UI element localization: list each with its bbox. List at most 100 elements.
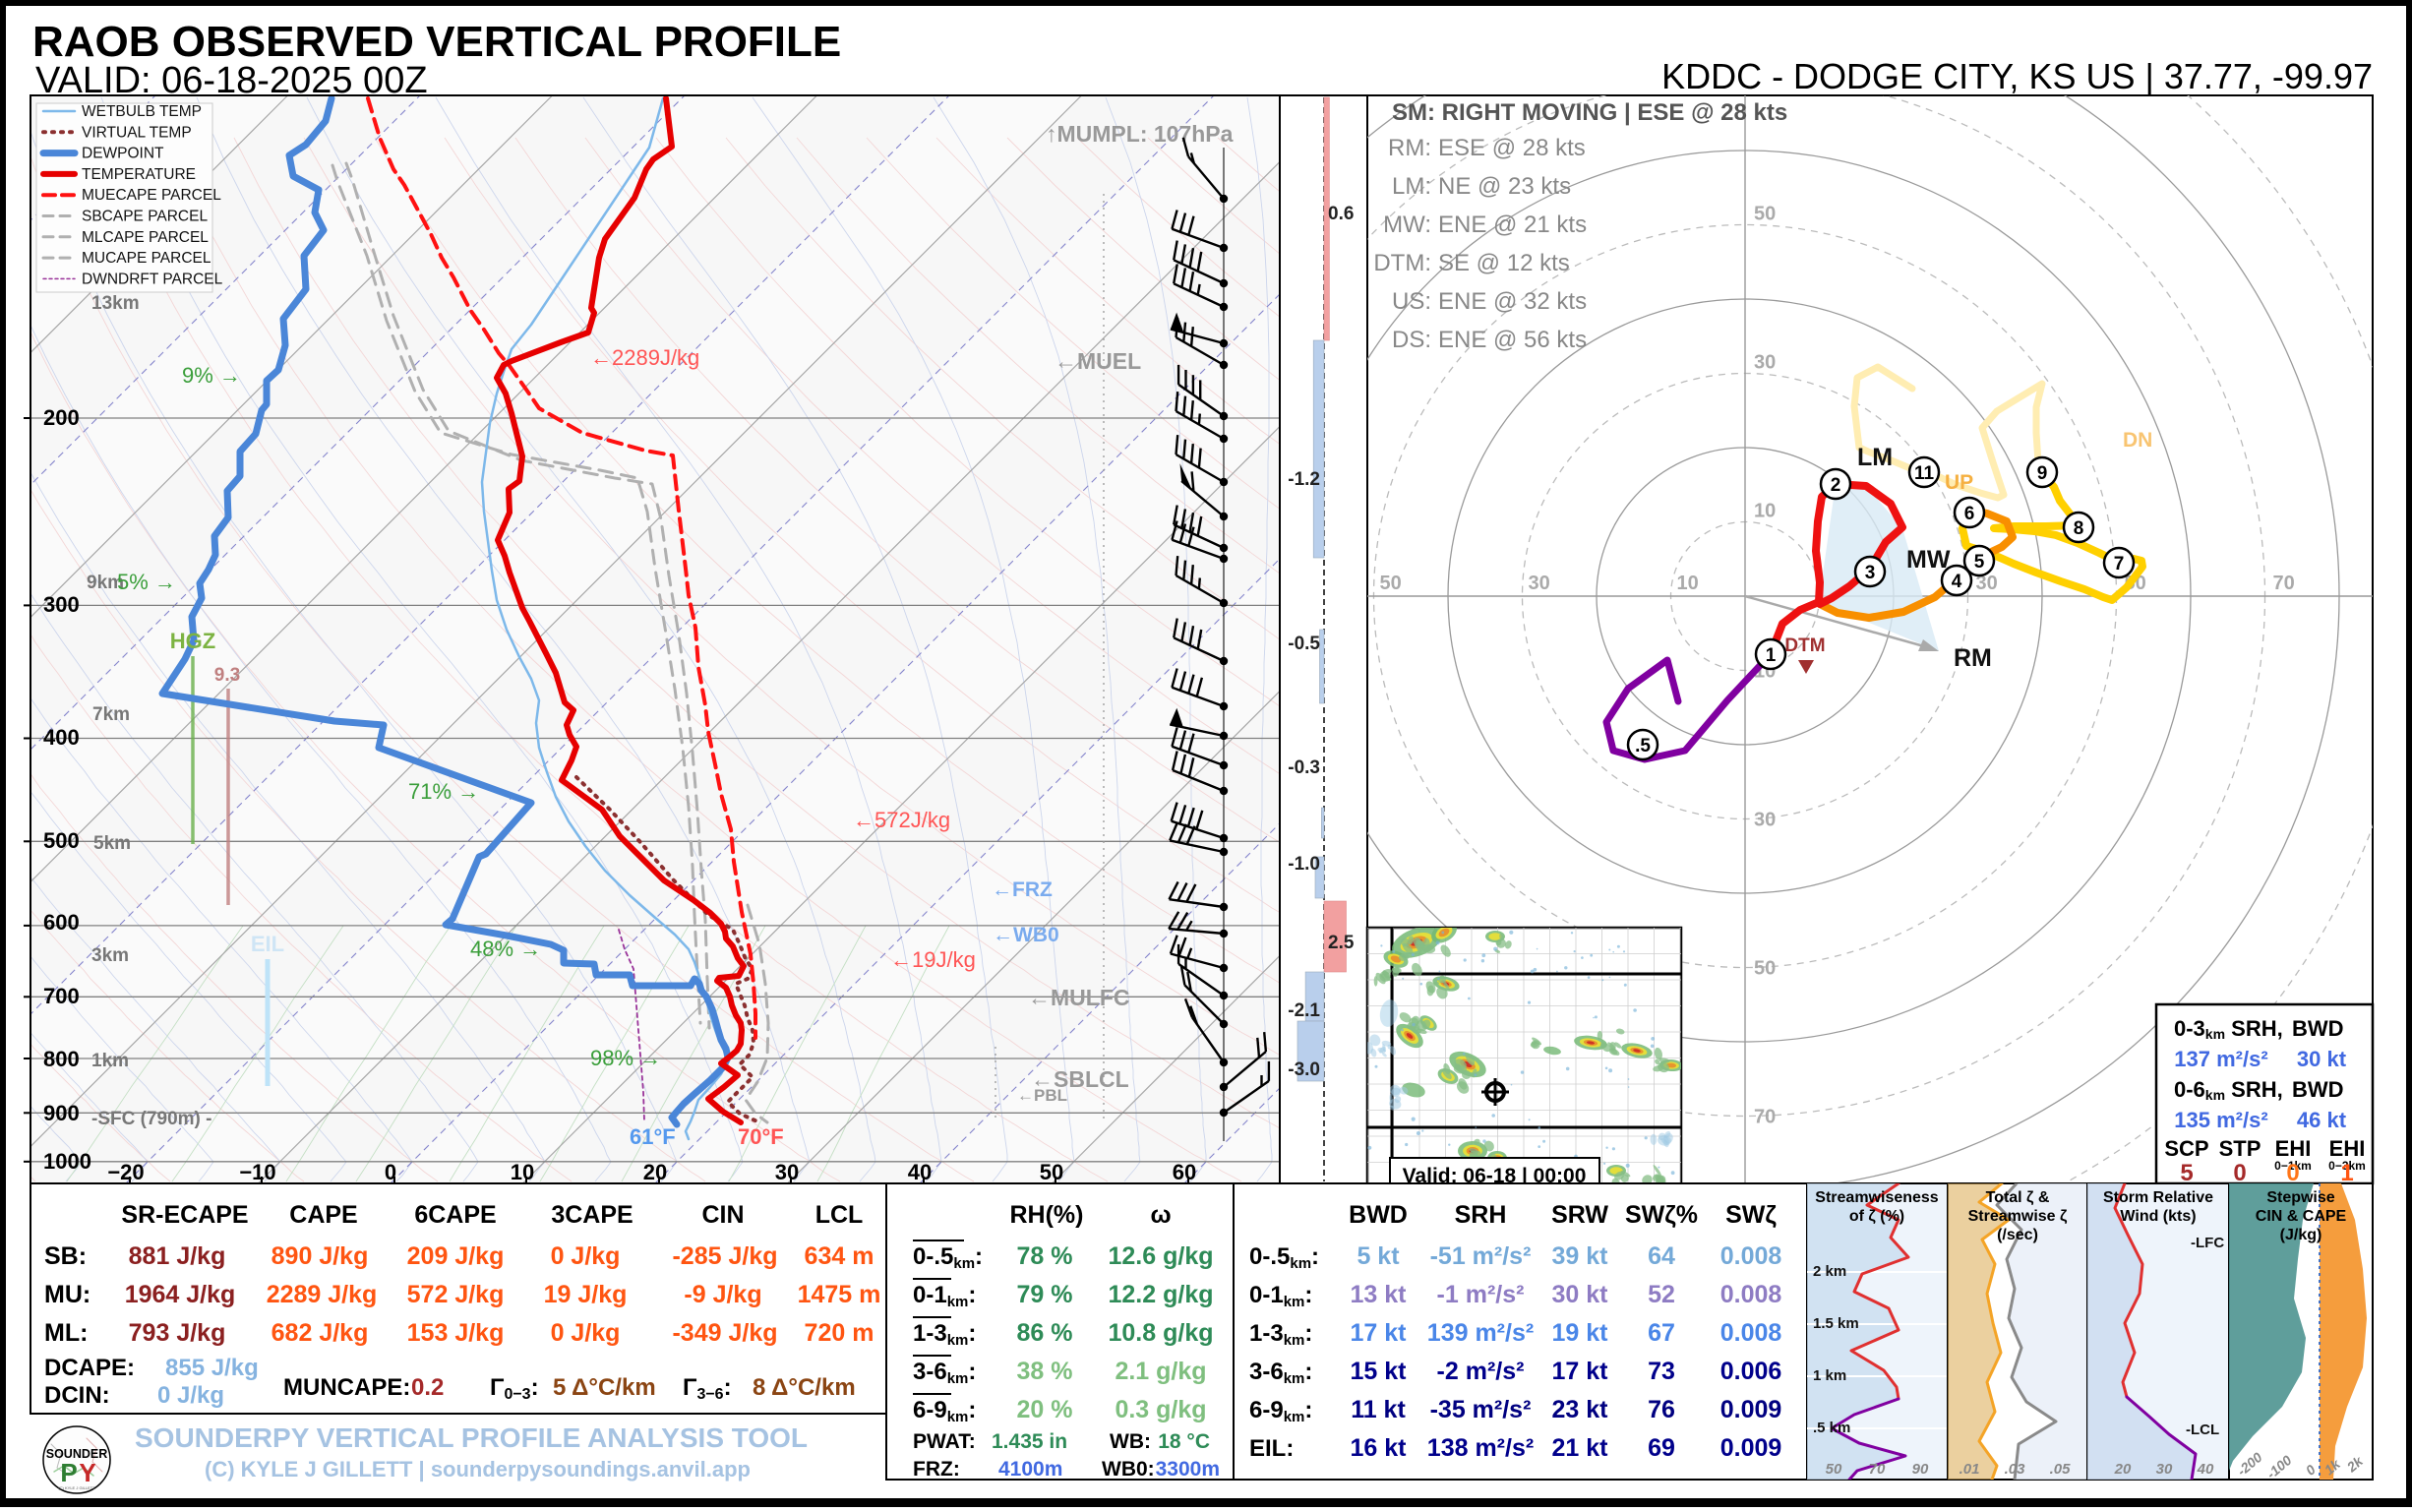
svg-text:2.5: 2.5 (1328, 933, 1355, 953)
svg-text:0 J/kg: 0 J/kg (157, 1382, 224, 1409)
svg-text:50: 50 (1754, 204, 1776, 225)
svg-text:8: 8 (2074, 518, 2084, 539)
svg-text:LCL: LCL (815, 1201, 864, 1229)
svg-text:Streamwiseness: Streamwiseness (1815, 1189, 1939, 1206)
svg-text:SWζ%: SWζ% (1625, 1201, 1698, 1229)
svg-text:←PBL: ←PBL (1017, 1086, 1067, 1105)
svg-text:881 J/kg: 881 J/kg (129, 1242, 226, 1270)
svg-text:9: 9 (2037, 463, 2048, 484)
svg-text:855 J/kg: 855 J/kg (165, 1355, 259, 1381)
svg-text:DCAPE:: DCAPE: (44, 1355, 135, 1381)
svg-text:200: 200 (43, 405, 80, 430)
svg-text:6: 6 (1964, 504, 1975, 524)
svg-text:21 kt: 21 kt (1552, 1434, 1609, 1462)
svg-text:MLCAPE PARCEL: MLCAPE PARCEL (82, 229, 209, 246)
svg-text:↑MUMPL: 107hPa: ↑MUMPL: 107hPa (1046, 121, 1234, 147)
svg-text:76: 76 (1648, 1396, 1675, 1423)
svg-text:ENE @ 32 kts: ENE @ 32 kts (1438, 288, 1587, 315)
svg-text:(J/kg): (J/kg) (2280, 1227, 2322, 1243)
svg-text:Y: Y (79, 1458, 95, 1487)
svg-text:VIRTUAL TEMP: VIRTUAL TEMP (82, 124, 192, 141)
svg-text:Stepwise: Stepwise (2266, 1189, 2334, 1206)
svg-text:Wind (kts): Wind (kts) (2120, 1208, 2196, 1225)
svg-text:572 J/kg: 572 J/kg (407, 1281, 505, 1308)
svg-text:900: 900 (43, 1101, 80, 1125)
svg-text:(C) KYLE J GILLETT | sounderpy: (C) KYLE J GILLETT | sounderpysoundings.… (205, 1457, 751, 1482)
svg-text:MW: MW (1906, 546, 1951, 574)
svg-text:3CAPE: 3CAPE (551, 1201, 633, 1229)
svg-text:SBCAPE PARCEL: SBCAPE PARCEL (82, 209, 208, 225)
svg-text:RM: RM (1954, 644, 1992, 672)
svg-text:0 J/kg: 0 J/kg (551, 1242, 621, 1270)
svg-text:(C) KYLE J GILLETT: (C) KYLE J GILLETT (58, 1485, 95, 1490)
svg-text:1: 1 (1766, 645, 1777, 666)
svg-text:0.008: 0.008 (1720, 1319, 1782, 1347)
svg-text:DEWPOINT: DEWPOINT (82, 146, 164, 162)
svg-text:.5: .5 (1635, 736, 1651, 756)
svg-text:10: 10 (511, 1160, 534, 1184)
svg-text:300: 300 (43, 592, 80, 617)
svg-text:ESE @ 28 kts: ESE @ 28 kts (1438, 135, 1586, 161)
svg-text:1km: 1km (91, 1051, 129, 1071)
svg-text:-2 m²/s²: -2 m²/s² (1437, 1358, 1525, 1385)
svg-text:12.6 g/kg: 12.6 g/kg (1109, 1242, 1214, 1270)
svg-text:682 J/kg: 682 J/kg (271, 1319, 369, 1347)
svg-text:EHI: EHI (2329, 1136, 2366, 1161)
svg-text:MUCAPE PARCEL: MUCAPE PARCEL (82, 250, 211, 267)
svg-text:MU:: MU: (44, 1281, 90, 1308)
svg-text:10: 10 (1754, 501, 1776, 522)
svg-text:137 m²/s²: 137 m²/s² (2174, 1047, 2267, 1071)
svg-text:0.008: 0.008 (1720, 1281, 1782, 1308)
svg-text:19 kt: 19 kt (1552, 1319, 1609, 1347)
svg-text:0.009: 0.009 (1720, 1434, 1782, 1462)
svg-text:SRH: SRH (1455, 1201, 1507, 1229)
svg-text:EHI: EHI (2275, 1136, 2312, 1161)
svg-text:-0.5: -0.5 (1288, 634, 1320, 654)
svg-text:DN: DN (2123, 429, 2152, 452)
svg-text:ML:: ML: (44, 1319, 88, 1347)
svg-text:←FRZ: ←FRZ (992, 878, 1053, 901)
svg-text:-3.0: -3.0 (1288, 1059, 1320, 1080)
svg-text:DWNDRFT PARCEL: DWNDRFT PARCEL (82, 271, 223, 287)
svg-text:69: 69 (1648, 1434, 1675, 1462)
svg-text:153 J/kg: 153 J/kg (407, 1319, 505, 1347)
svg-text:ENE @ 21 kts: ENE @ 21 kts (1438, 212, 1587, 238)
svg-text:40: 40 (908, 1160, 932, 1184)
svg-text:890 J/kg: 890 J/kg (271, 1242, 369, 1270)
svg-text:UP: UP (1945, 471, 1973, 494)
svg-text:-0.3: -0.3 (1288, 757, 1320, 778)
svg-text:39 kt: 39 kt (1552, 1242, 1609, 1270)
svg-text:1.5 km: 1.5 km (1813, 1315, 1859, 1332)
svg-text:WB:: WB: (1110, 1430, 1151, 1453)
svg-text:67: 67 (1648, 1319, 1675, 1347)
svg-text:-9 J/kg: -9 J/kg (684, 1281, 761, 1308)
svg-text:8 Δ°C/km: 8 Δ°C/km (753, 1374, 856, 1401)
svg-text:10.8 g/kg: 10.8 g/kg (1109, 1319, 1214, 1347)
svg-text:9.3: 9.3 (214, 665, 240, 686)
svg-text:10: 10 (1677, 573, 1699, 594)
svg-text:Total ζ &: Total ζ & (1986, 1189, 2050, 1206)
svg-text:19 J/kg: 19 J/kg (544, 1281, 628, 1308)
svg-text:13 kt: 13 kt (1351, 1281, 1408, 1308)
svg-text:30: 30 (775, 1160, 799, 1184)
svg-text:-1.2: -1.2 (1288, 469, 1320, 490)
svg-text:0.008: 0.008 (1720, 1242, 1782, 1270)
svg-text:30 kt: 30 kt (1552, 1281, 1609, 1308)
svg-text:CIN & CAPE: CIN & CAPE (2256, 1208, 2347, 1225)
svg-text:600: 600 (43, 910, 80, 935)
svg-text:70°F: 70°F (738, 1124, 784, 1149)
svg-text:38 %: 38 % (1017, 1358, 1073, 1385)
svg-text:12.2 g/kg: 12.2 g/kg (1109, 1281, 1214, 1308)
svg-text:78 %: 78 % (1017, 1242, 1073, 1270)
svg-text:48% →: 48% → (470, 937, 541, 961)
svg-text:209 J/kg: 209 J/kg (407, 1242, 505, 1270)
svg-text:0.6: 0.6 (1328, 204, 1354, 224)
svg-text:2289 J/kg: 2289 J/kg (267, 1281, 378, 1308)
svg-text:4100m: 4100m (998, 1458, 1062, 1481)
svg-text:-LFC: -LFC (2191, 1235, 2224, 1251)
svg-text:SE @ 12 kts: SE @ 12 kts (1438, 250, 1570, 276)
svg-text:5km: 5km (93, 833, 131, 854)
svg-text:60: 60 (1173, 1160, 1196, 1184)
svg-text:−10: −10 (239, 1160, 275, 1184)
svg-text:7km: 7km (92, 704, 130, 725)
